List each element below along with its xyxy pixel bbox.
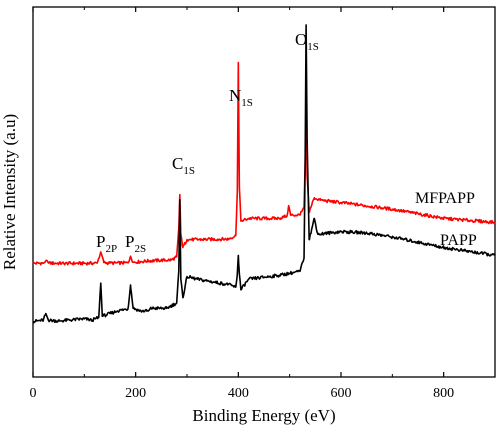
series-line-papp <box>32 24 496 324</box>
series-label-papp: PAPP <box>440 232 477 249</box>
x-tick-label: 800 <box>433 386 454 401</box>
series-line-mfpapp <box>32 61 496 266</box>
x-tick-label: 600 <box>331 386 352 401</box>
peak-label-n1s: N1S <box>229 86 253 109</box>
y-axis-title: Relative Intensity (a.u) <box>0 114 19 270</box>
peak-label-p2s: P2S <box>125 232 146 255</box>
peak-label-p2p: P2P <box>96 232 117 255</box>
x-tick-label: 0 <box>30 386 37 401</box>
x-axis-title: Binding Energy (eV) <box>192 406 335 425</box>
plot-frame <box>32 6 496 378</box>
peak-label-c1s: C1S <box>172 154 195 177</box>
x-tick-label: 200 <box>125 386 146 401</box>
series-layer <box>32 24 496 324</box>
series-label-mfpapp: MFPAPP <box>415 190 475 207</box>
ticks-layer: 0 200 400 600 800 <box>30 7 454 401</box>
peak-label-o1s: O1S <box>295 30 319 53</box>
labels-layer: MFPAPP PAPP P2P P2S C1S N1S O1S <box>96 30 477 255</box>
x-tick-label: 400 <box>228 386 249 401</box>
